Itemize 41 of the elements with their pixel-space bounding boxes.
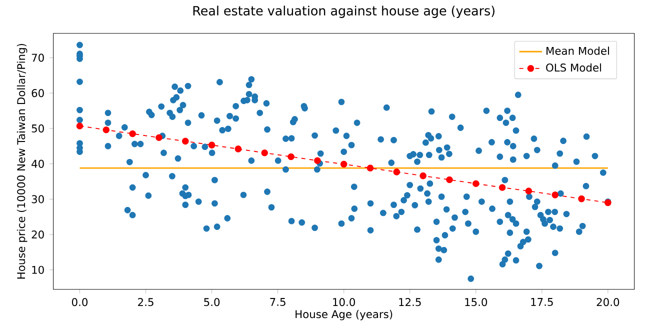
chart-title: Real estate valuation against house age (years) xyxy=(193,6,494,18)
point xyxy=(578,195,585,202)
y-tick-label: 60 xyxy=(32,89,44,98)
point xyxy=(288,153,294,160)
x-tick-label: 17.5 xyxy=(531,298,553,306)
point xyxy=(102,126,110,134)
point xyxy=(420,172,426,180)
point xyxy=(261,149,268,156)
legend-label: OLS Model xyxy=(546,63,602,72)
point xyxy=(182,138,189,145)
x-tick-label: 15.0 xyxy=(465,298,488,306)
point xyxy=(525,188,532,194)
x-tick-label: 10.0 xyxy=(333,298,356,306)
point xyxy=(366,164,374,172)
x-axis-title: House Age (years) xyxy=(296,310,392,320)
point xyxy=(498,184,506,191)
legend-label: Mean Model xyxy=(546,46,609,55)
x-tick-label: 7.5 xyxy=(270,298,286,306)
y-axis-title: House price (10000 New Taiwan Dollar/Ping) xyxy=(16,44,28,279)
point xyxy=(208,142,216,148)
y-tick-label: 10 xyxy=(32,266,44,274)
y-tick-label: 40 xyxy=(32,160,44,168)
y-tick-label: 70 xyxy=(32,54,44,62)
x-tick-label: 12.5 xyxy=(399,298,421,306)
point xyxy=(129,130,136,138)
point xyxy=(472,180,480,188)
point xyxy=(76,122,84,130)
point xyxy=(340,160,348,168)
x-tick-label: 2.5 xyxy=(138,298,154,306)
y-tick-label: 20 xyxy=(32,230,44,239)
point xyxy=(234,146,242,152)
x-tick-label: 0.0 xyxy=(72,298,88,306)
y-tick-label: 50 xyxy=(32,124,44,132)
point xyxy=(314,157,321,164)
point xyxy=(393,168,400,176)
x-tick-label: 20.0 xyxy=(596,298,620,306)
point xyxy=(156,134,162,142)
x-tick-label: 5.0 xyxy=(204,298,220,306)
y-tick-label: 30 xyxy=(32,195,44,204)
point xyxy=(552,192,559,198)
point xyxy=(446,176,453,184)
